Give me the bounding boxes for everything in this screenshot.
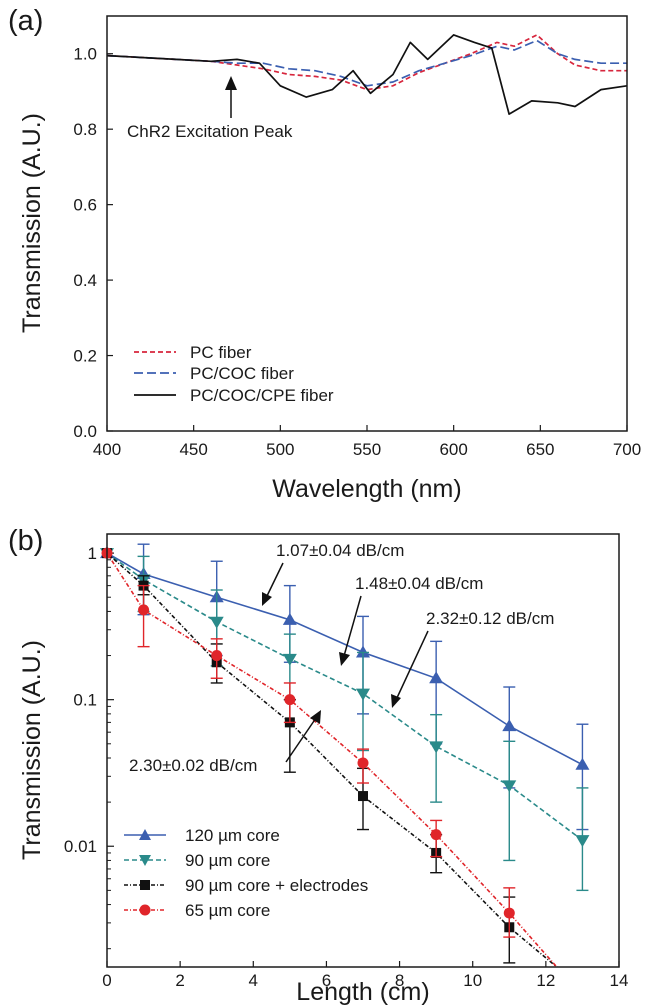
a-series-line-2 — [106, 34, 628, 115]
panel-a-legend: PC fiber PC/COC fiber PC/COC/CPE fiber — [134, 343, 334, 405]
a-ytick-label: 1.0 — [73, 45, 97, 64]
a-ytick-label: 0.0 — [73, 422, 97, 441]
arrow-slope-electrodes — [285, 717, 317, 763]
panel-b-legend: 120 µm core 90 µm core 90 µm core + elec… — [124, 826, 368, 920]
a-xtick-label: 500 — [266, 440, 294, 459]
b-marker-circle — [503, 907, 515, 919]
panel-b-label: (b) — [8, 525, 43, 557]
panel-b-xlabel: Length (cm) — [296, 978, 429, 1005]
b-series-line-0 — [106, 552, 583, 766]
b-marker-circle — [138, 604, 150, 616]
panel-a-series — [106, 34, 628, 115]
b-ytick-label: 0.01 — [64, 837, 97, 856]
b-xtick-label: 2 — [175, 971, 184, 990]
a-xtick-label: 650 — [526, 440, 554, 459]
arrow-slope-90 — [343, 595, 362, 657]
annotation-arrowhead — [225, 76, 237, 90]
legend-marker-65 — [139, 904, 151, 916]
arrowhead-slope-65 — [391, 694, 401, 708]
b-marker-triangle-down — [502, 780, 517, 793]
b-marker-triangle-up — [356, 645, 370, 658]
annotation-slope-electrodes: 2.30±0.02 dB/cm — [129, 756, 257, 775]
b-series-line-1 — [106, 552, 583, 841]
panel-b-ylabel: Transmission (A.U.) — [18, 640, 46, 860]
panel-b: (b) 0 2 4 6 8 10 12 14 0.01 0.1 1 Transmission (A.… — [8, 525, 628, 1005]
legend-label-electrodes: 90 µm core + electrodes — [185, 876, 368, 895]
a-ytick-label: 0.2 — [73, 347, 97, 366]
b-marker-triangle-up — [282, 612, 297, 625]
a-ytick-label: 0.4 — [73, 271, 97, 290]
legend-marker-120 — [139, 829, 151, 840]
legend-marker-electrodes — [140, 880, 150, 890]
b-ytick-label: 1 — [88, 544, 97, 563]
b-marker-square — [358, 791, 368, 802]
a-xtick-label: 550 — [353, 440, 381, 459]
legend-label-65: 65 µm core — [185, 901, 270, 920]
a-ytick-label: 0.6 — [73, 196, 97, 215]
b-marker-circle — [430, 829, 442, 841]
a-series-line-0 — [106, 34, 627, 91]
b-ytick-label: 0.1 — [73, 691, 97, 710]
a-xtick-label: 400 — [93, 440, 121, 459]
annotation-slope-65: 2.32±0.12 dB/cm — [426, 609, 554, 628]
panel-b-frame — [106, 533, 620, 968]
b-xtick-label: 14 — [610, 971, 629, 990]
annotation-chr2: ChR2 Excitation Peak — [127, 122, 293, 141]
b-series-line-2 — [106, 552, 558, 968]
b-marker-triangle-down — [282, 653, 297, 666]
panel-a-ylabel: Transmission (A.U.) — [18, 113, 46, 333]
b-marker-triangle-down — [209, 616, 224, 629]
arrowhead-slope-90 — [339, 652, 350, 666]
a-xtick-label: 600 — [439, 440, 467, 459]
b-xtick-label: 6 — [322, 971, 331, 990]
b-marker-triangle-up — [575, 757, 590, 770]
a-xtick-label: 450 — [179, 440, 207, 459]
b-xtick-label: 0 — [102, 971, 111, 990]
b-marker-triangle-down — [575, 835, 590, 848]
b-marker-circle — [357, 757, 369, 769]
annotation-slope-90: 1.48±0.04 dB/cm — [355, 574, 483, 593]
panel-a-frame — [106, 15, 628, 432]
b-marker-circle — [284, 694, 296, 706]
b-xtick-label: 4 — [249, 971, 258, 990]
legend-label-pc-coc-cpe: PC/COC/CPE fiber — [190, 386, 334, 405]
b-marker-triangle-up — [502, 719, 517, 732]
b-series-line-3 — [106, 552, 558, 968]
b-marker-triangle-up — [429, 671, 444, 684]
legend-label-pc-coc: PC/COC fiber — [190, 364, 294, 383]
a-series-line-1 — [106, 39, 627, 87]
panel-a: (a) 400 450 500 550 600 650 700 0.0 0.2 0.4 0.6 0.8… — [8, 5, 641, 503]
panel-a-label: (a) — [8, 5, 43, 37]
annotation-slope-120: 1.07±0.04 dB/cm — [276, 541, 404, 560]
arrow-slope-120 — [265, 562, 284, 599]
legend-marker-90 — [139, 855, 151, 866]
b-marker-circle — [211, 650, 223, 662]
b-xtick-label: 12 — [536, 971, 555, 990]
b-marker-triangle-down — [356, 688, 370, 701]
arrow-slope-65 — [395, 630, 429, 701]
panel-a-axes: 400 450 500 550 600 650 700 0.0 0.2 0.4 0.6 0.8 1.0 — [73, 45, 641, 459]
b-xtick-label: 10 — [463, 971, 482, 990]
a-ytick-label: 0.8 — [73, 120, 97, 139]
panel-a-xlabel: Wavelength (nm) — [272, 475, 461, 503]
arrowhead-slope-120 — [262, 592, 272, 606]
a-xtick-label: 700 — [613, 440, 641, 459]
b-xtick-label: 8 — [395, 971, 404, 990]
b-marker-triangle-down — [429, 741, 444, 754]
legend-label-pc: PC fiber — [190, 343, 252, 362]
panel-b-axes: 0 2 4 6 8 10 12 14 0.01 0.1 1 — [64, 544, 629, 990]
arrowhead-slope-electrodes — [310, 710, 321, 724]
legend-label-90: 90 µm core — [185, 851, 270, 870]
legend-label-120: 120 µm core — [185, 826, 280, 845]
